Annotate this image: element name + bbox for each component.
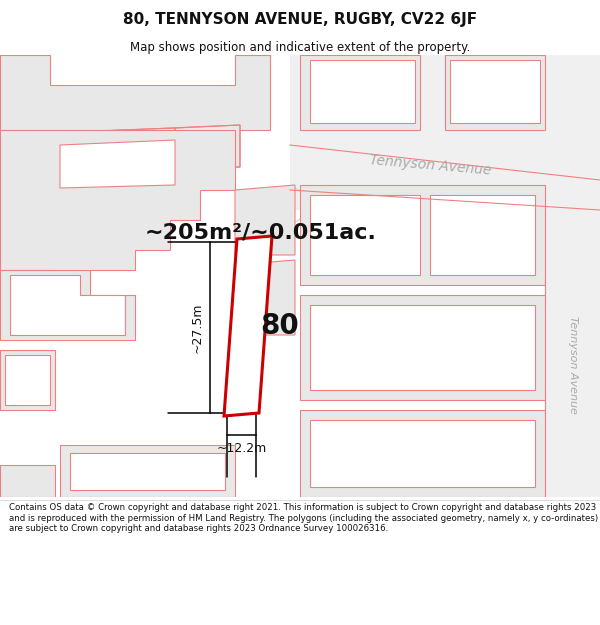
Polygon shape: [310, 305, 535, 390]
Polygon shape: [0, 270, 135, 340]
Polygon shape: [0, 350, 55, 410]
Polygon shape: [310, 420, 535, 487]
Text: Map shows position and indicative extent of the property.: Map shows position and indicative extent…: [130, 41, 470, 54]
Polygon shape: [70, 453, 225, 490]
Polygon shape: [55, 125, 240, 173]
Text: ~12.2m: ~12.2m: [217, 442, 266, 456]
Polygon shape: [224, 236, 272, 416]
Polygon shape: [10, 275, 125, 335]
Text: ~27.5m: ~27.5m: [191, 302, 203, 352]
Text: Tennyson Avenue: Tennyson Avenue: [368, 152, 491, 178]
Polygon shape: [545, 210, 600, 497]
Polygon shape: [0, 130, 235, 290]
Text: ~205m²/~0.051ac.: ~205m²/~0.051ac.: [145, 223, 377, 243]
Polygon shape: [310, 60, 415, 123]
Polygon shape: [310, 195, 420, 275]
Polygon shape: [300, 295, 545, 400]
Polygon shape: [5, 355, 50, 405]
Text: 80, TENNYSON AVENUE, RUGBY, CV22 6JF: 80, TENNYSON AVENUE, RUGBY, CV22 6JF: [123, 12, 477, 27]
Polygon shape: [300, 185, 545, 285]
Polygon shape: [235, 185, 295, 255]
Polygon shape: [300, 410, 545, 497]
Text: 80: 80: [260, 312, 299, 340]
Polygon shape: [0, 465, 55, 497]
Polygon shape: [430, 195, 535, 275]
Polygon shape: [290, 55, 600, 210]
Polygon shape: [235, 260, 295, 335]
Text: Tennyson Avenue: Tennyson Avenue: [568, 316, 578, 414]
Text: Contains OS data © Crown copyright and database right 2021. This information is : Contains OS data © Crown copyright and d…: [9, 503, 598, 533]
Polygon shape: [300, 55, 420, 130]
Polygon shape: [445, 55, 545, 130]
Polygon shape: [450, 60, 540, 123]
Polygon shape: [60, 140, 175, 188]
Polygon shape: [0, 55, 270, 130]
Polygon shape: [60, 445, 235, 497]
